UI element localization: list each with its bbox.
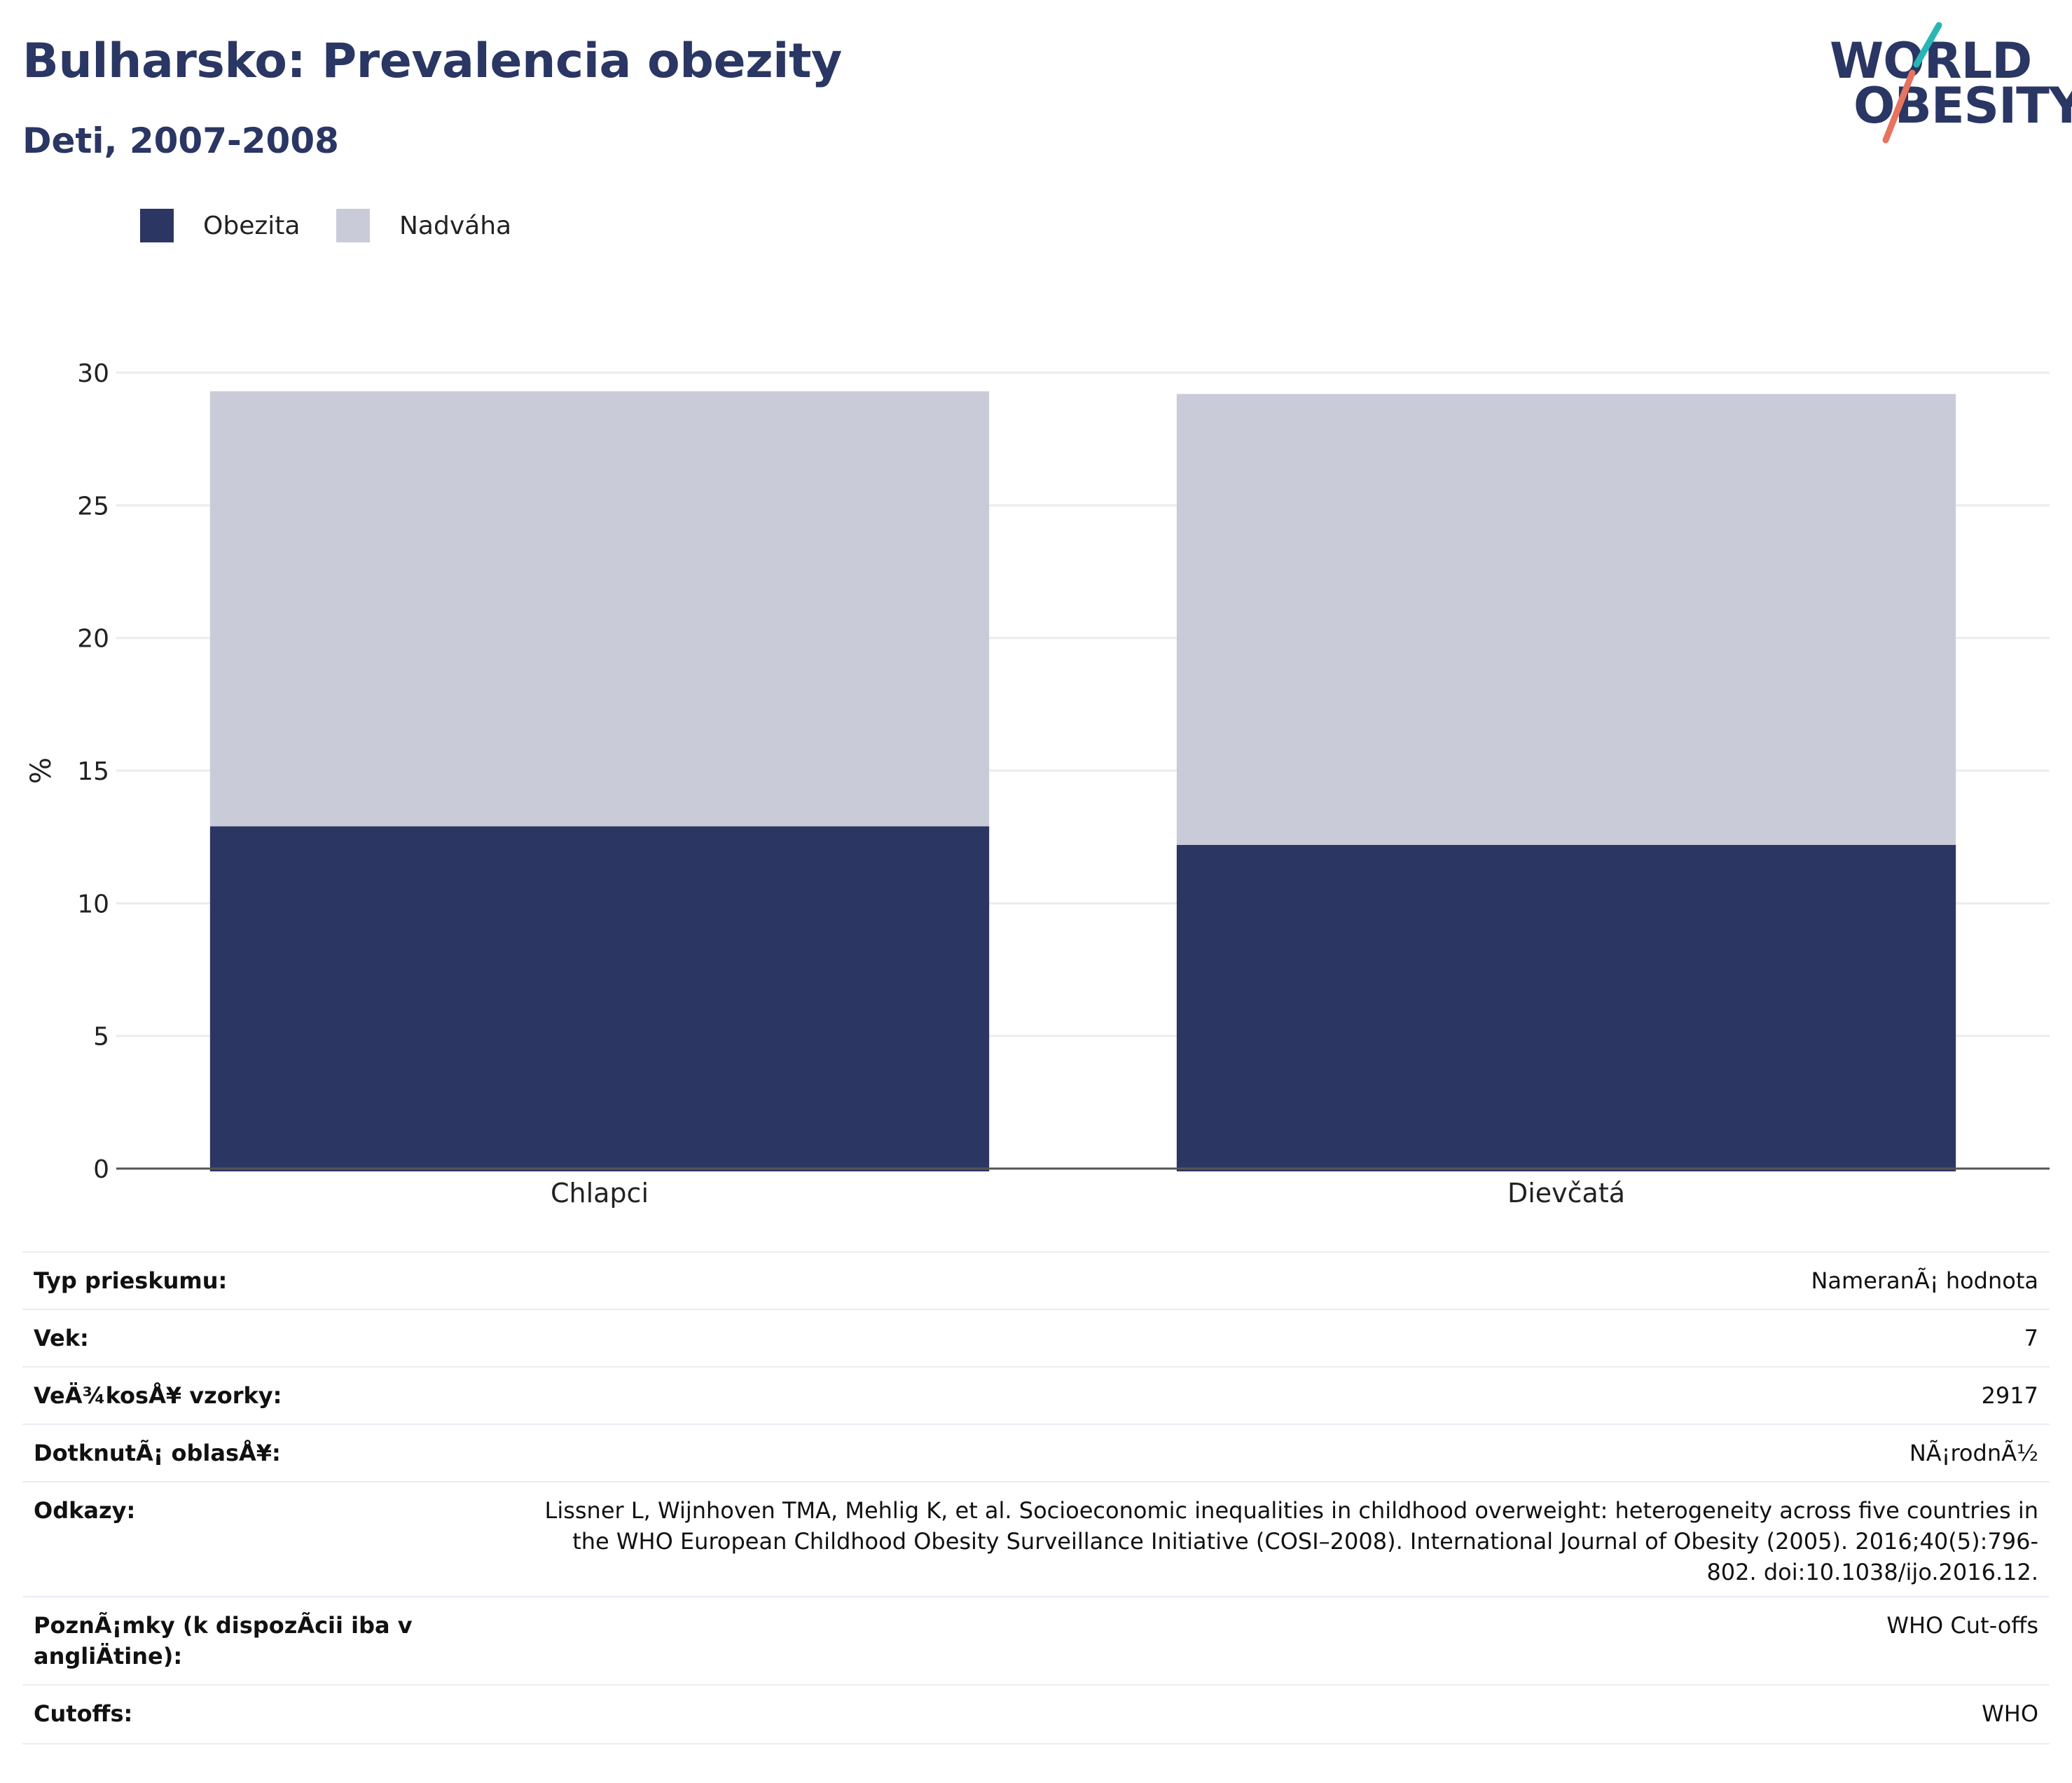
legend-label-overweight: Nadváha [399, 212, 511, 240]
legend-swatch-obesity [140, 209, 174, 242]
chart-title: Bulharsko: Prevalencia obezity [22, 34, 842, 89]
info-value: 2917 [1982, 1368, 2050, 1411]
x-tick-label: Chlapci [551, 1178, 649, 1209]
x-tick-label: Dievčatá [1507, 1178, 1625, 1209]
info-row-survey-type: Typ prieskumu: NameranÃ¡ hodnota [22, 1251, 2050, 1309]
bar-obesity [1177, 845, 1956, 1171]
survey-info-table: Typ prieskumu: NameranÃ¡ hodnota Vek: 7 … [22, 1251, 2050, 1744]
info-value: WHO Cut-offs [1886, 1597, 2050, 1641]
info-key: Vek: [22, 1310, 496, 1354]
legend-swatch-overweight [336, 209, 370, 242]
info-value: WHO [1982, 1686, 2050, 1729]
info-value: Lissner L, Wijnhoven TMA, Mehlig K, et a… [525, 1482, 2050, 1588]
info-row-area-covered: DotknutÃ¡ oblasÅ¥: NÃ¡rodnÃ½ [22, 1424, 2050, 1481]
y-tick-label: 5 [93, 1023, 109, 1052]
info-key: Cutoffs: [22, 1686, 496, 1729]
chart-subtitle: Deti, 2007-2008 [22, 121, 339, 161]
info-key: Odkazy: [22, 1482, 496, 1526]
y-axis-label: % [25, 757, 57, 784]
bar-obesity [210, 827, 989, 1171]
info-key: PoznÃ¡mky (k dispozÃcii iba v angliÄtin… [22, 1597, 496, 1672]
bar-overweight [210, 392, 989, 827]
info-row-references: Odkazy: Lissner L, Wijnhoven TMA, Mehlig… [22, 1481, 2050, 1596]
y-tick-label: 20 [77, 625, 109, 654]
info-row-sample-size: VeÄ¾kosÅ¥ vzorky: 2917 [22, 1366, 2050, 1424]
legend-label-obesity: Obezita [203, 212, 300, 240]
legend-item-obesity: Obezita [140, 208, 300, 243]
y-tick-label: 0 [93, 1155, 109, 1184]
legend-item-overweight: Nadváha [336, 208, 511, 243]
logo-slash-icon [1821, 20, 2059, 153]
info-row-notes: PoznÃ¡mky (k dispozÃcii iba v angliÄtin… [22, 1596, 2050, 1684]
info-row-age: Vek: 7 [22, 1309, 2050, 1366]
info-row-cutoffs: Cutoffs: WHO [22, 1684, 2050, 1744]
y-tick-label: 10 [77, 890, 109, 918]
bar-overweight [1177, 394, 1956, 845]
info-key: Typ prieskumu: [22, 1253, 496, 1296]
world-obesity-logo: WORLD OBESITY [1821, 20, 2059, 153]
info-key: DotknutÃ¡ oblasÅ¥: [22, 1425, 496, 1468]
stacked-bar-chart: 0 5 10 15 20 25 30% Chlapci Dievčatá [0, 336, 2072, 1219]
info-value: 7 [2024, 1310, 2050, 1354]
y-tick-label: 15 [77, 757, 109, 786]
y-tick-label: 25 [77, 492, 109, 521]
info-value: NÃ¡rodnÃ½ [1909, 1425, 2050, 1468]
info-value: NameranÃ¡ hodnota [1811, 1253, 2050, 1296]
info-key: VeÄ¾kosÅ¥ vzorky: [22, 1368, 496, 1411]
y-tick-label: 30 [77, 359, 109, 388]
